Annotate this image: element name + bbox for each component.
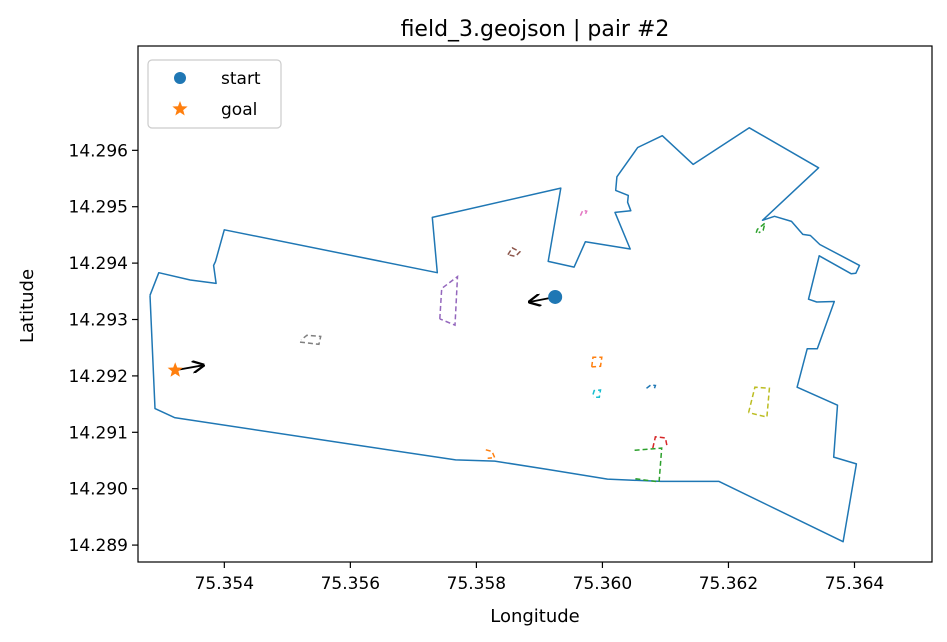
y-tick-label: 14.291 bbox=[69, 423, 128, 443]
obstacle-outline-7 bbox=[507, 246, 522, 258]
y-tick-label: 14.292 bbox=[69, 367, 128, 387]
legend-start-marker bbox=[174, 72, 186, 84]
x-tick-label: 75.362 bbox=[699, 574, 758, 594]
obstacle-outline-3 bbox=[633, 447, 663, 483]
obstacle-outline-5 bbox=[652, 435, 669, 449]
plot-area bbox=[149, 127, 861, 543]
obstacle-outline-4 bbox=[755, 221, 767, 234]
x-axis-label: Longitude bbox=[490, 606, 580, 627]
y-tick-label: 14.296 bbox=[69, 141, 128, 161]
obstacle-outline-6 bbox=[439, 275, 459, 327]
start-point bbox=[548, 289, 563, 304]
obstacle-outline-9 bbox=[299, 334, 322, 346]
axes: 75.354 75.356 75.358 75.360 75.362 75.364 14.2… bbox=[69, 45, 933, 594]
x-tick-label: 75.360 bbox=[573, 574, 632, 594]
y-tick-label: 14.290 bbox=[69, 480, 128, 500]
field-boundary-line bbox=[149, 127, 861, 543]
legend: start goal bbox=[147, 59, 282, 129]
obstacle-outline-10 bbox=[747, 386, 771, 419]
chart-title: field_3.geojson | pair #2 bbox=[401, 17, 670, 42]
y-tick-label: 14.295 bbox=[69, 198, 128, 218]
plot-frame bbox=[137, 45, 933, 563]
obstacle-outline-0 bbox=[646, 384, 657, 390]
x-tick-label: 75.364 bbox=[825, 574, 884, 594]
y-tick-label: 14.289 bbox=[69, 536, 128, 556]
obstacle-outline-8 bbox=[579, 209, 588, 217]
obstacle-outline-11 bbox=[592, 389, 602, 399]
obstacle-outline-1 bbox=[590, 356, 603, 368]
y-tick-label: 14.293 bbox=[69, 311, 128, 331]
y-tick-label: 14.294 bbox=[69, 254, 128, 274]
legend-goal-label: goal bbox=[221, 100, 257, 120]
obstacle-outline-2 bbox=[485, 449, 496, 459]
x-tick-label: 75.358 bbox=[447, 574, 506, 594]
legend-start-label: start bbox=[221, 69, 261, 89]
legend-goal-marker bbox=[172, 101, 188, 116]
x-tick-label: 75.356 bbox=[321, 574, 380, 594]
legend-box bbox=[147, 59, 282, 129]
y-axis-label: Latitude bbox=[17, 269, 38, 343]
x-tick-label: 75.354 bbox=[195, 574, 254, 594]
goal-point bbox=[167, 362, 183, 377]
